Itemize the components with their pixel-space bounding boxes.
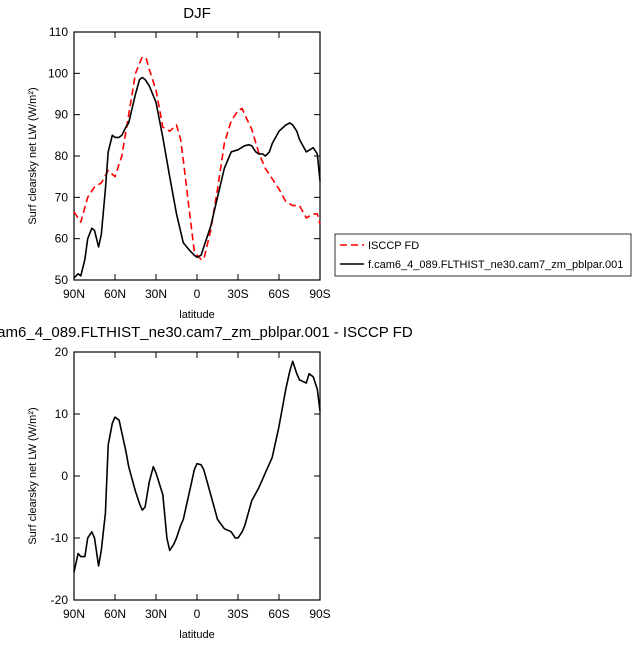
bottom-panel: f.cam6_4_089.FLTHIST_ne30.cam7_zm_pblpar… xyxy=(0,324,413,641)
bottom-x-tick-label: 0 xyxy=(194,607,201,621)
top-x-tick-label: 90N xyxy=(63,287,85,301)
top-x-tick-label: 60S xyxy=(268,287,289,301)
legend-label-model: f.cam6_4_089.FLTHIST_ne30.cam7_zm_pblpar… xyxy=(368,259,623,271)
bottom-x-tick-label: 90N xyxy=(63,607,85,621)
top-x-tick-label: 90S xyxy=(309,287,330,301)
bottom-y-tick-label: 0 xyxy=(61,469,68,483)
top-y-tick-label: 80 xyxy=(55,149,69,163)
bottom-x-tick-label: 30N xyxy=(145,607,167,621)
bottom-x-tick-label: 60S xyxy=(268,607,289,621)
bottom-chart-title: f.cam6_4_089.FLTHIST_ne30.cam7_zm_pblpar… xyxy=(0,324,413,341)
bottom-x-axis-label: latitude xyxy=(179,629,214,641)
top-panel: DJF 90N 60N 30N 0 30S 60S 90S5060708090100110 … xyxy=(27,5,331,321)
top-y-tick-label: 100 xyxy=(48,66,68,80)
legend-label-isccp: ISCCP FD xyxy=(368,240,419,252)
bottom-plot-frame xyxy=(73,351,321,601)
top-y-tick-label: 90 xyxy=(55,108,69,122)
top-x-tick-label: 30N xyxy=(145,287,167,301)
bottom-x-tick-label: 30S xyxy=(227,607,248,621)
top-y-axis-label: Surf clearsky net LW (W/m²) xyxy=(27,87,39,224)
bottom-x-tick-label: 60N xyxy=(104,607,126,621)
bottom-y-tick-label: -10 xyxy=(51,531,69,545)
top-plot-frame xyxy=(73,31,321,281)
top-x-axis-label: latitude xyxy=(179,309,214,321)
top-x-tick-label: 30S xyxy=(227,287,248,301)
bottom-y-tick-label: -20 xyxy=(51,593,69,607)
legend-box xyxy=(334,233,632,277)
top-series-line-0 xyxy=(73,55,321,261)
top-chart-title: DJF xyxy=(183,5,211,22)
top-y-tick-label: 70 xyxy=(55,190,69,204)
bottom-y-tick-label: 20 xyxy=(55,345,69,359)
top-x-tick-label: 0 xyxy=(194,287,201,301)
bottom-y-axis-label: Surf clearsky net LW (W/m²) xyxy=(27,407,39,544)
bottom-y-tick-label: 10 xyxy=(55,407,69,421)
top-series-line-1 xyxy=(73,76,321,279)
top-y-tick-label: 60 xyxy=(55,232,69,246)
legend: ISCCP FD f.cam6_4_089.FLTHIST_ne30.cam7_… xyxy=(334,233,632,277)
bottom-series-line-0 xyxy=(73,360,321,573)
top-y-tick-label: 110 xyxy=(49,25,68,39)
bottom-x-tick-label: 90S xyxy=(309,607,330,621)
top-y-tick-label: 50 xyxy=(55,273,69,287)
top-x-tick-label: 60N xyxy=(104,287,126,301)
